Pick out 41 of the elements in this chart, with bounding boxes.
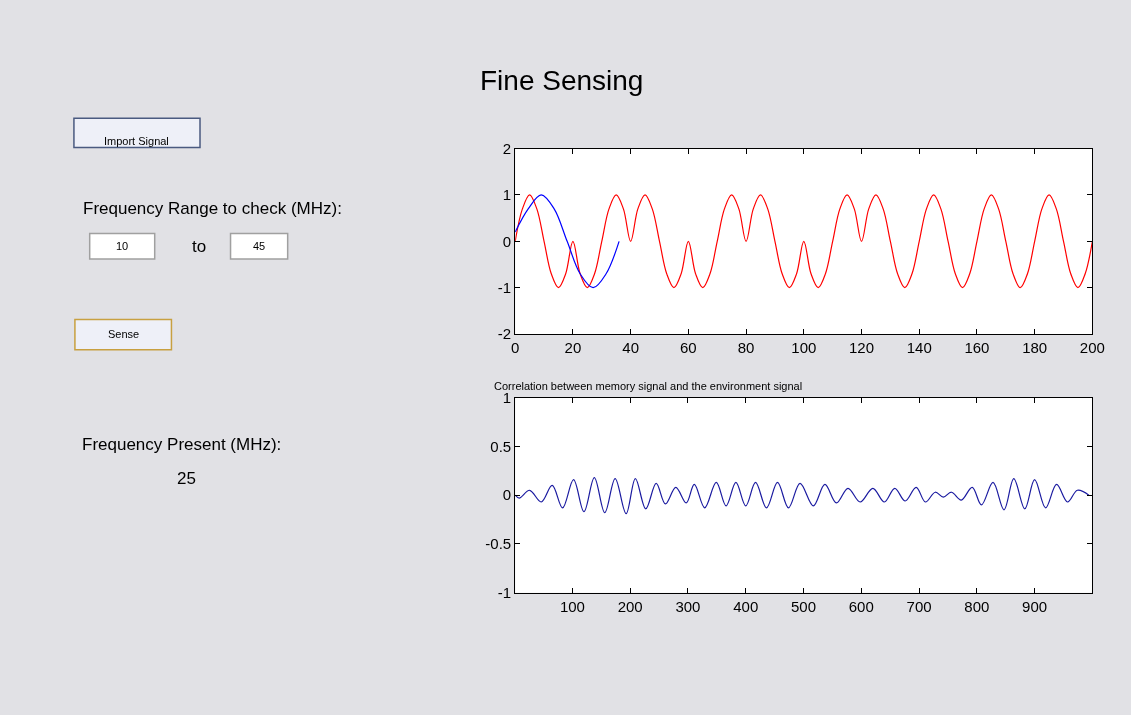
y-tick-label: 0.5 bbox=[490, 437, 512, 455]
text: 10 bbox=[116, 240, 129, 252]
x-tick-label: 60 bbox=[680, 339, 697, 357]
y-tick-label: 1 bbox=[502, 186, 512, 204]
x-tick-label: 140 bbox=[906, 339, 932, 357]
x-tick-label: 200 bbox=[1079, 339, 1105, 357]
x-tick-label: 400 bbox=[733, 597, 759, 615]
line-series bbox=[515, 476, 1090, 515]
text: 45 bbox=[253, 240, 266, 252]
x-tick-label: 20 bbox=[564, 339, 582, 357]
x-tick-label: 800 bbox=[964, 597, 990, 615]
y-tick-label: -2 bbox=[497, 325, 512, 343]
text: 25 bbox=[177, 469, 196, 488]
x-tick-label: 700 bbox=[906, 597, 932, 615]
x-tick-label: 180 bbox=[1022, 339, 1048, 357]
x-tick-label: 80 bbox=[737, 339, 755, 357]
x-tick-label: 200 bbox=[617, 597, 643, 615]
x-tick-label: 600 bbox=[848, 597, 874, 615]
text: Import Signal bbox=[104, 135, 169, 147]
x-tick-label: 300 bbox=[675, 597, 701, 615]
y-tick-label: 2 bbox=[502, 139, 512, 157]
chart-title: Correlation between memory signal and the environment signal bbox=[494, 380, 803, 392]
text: Frequency Present (MHz): bbox=[82, 435, 282, 454]
y-tick-label: -1 bbox=[497, 584, 512, 602]
text: Fine Sensing bbox=[480, 65, 644, 96]
x-tick-label: 100 bbox=[559, 597, 585, 615]
x-tick-label: 500 bbox=[790, 597, 817, 615]
x-tick-label: 900 bbox=[1022, 597, 1048, 615]
x-tick-label: 100 bbox=[791, 339, 817, 357]
line-series bbox=[515, 194, 1093, 289]
y-tick-label: 0 bbox=[502, 486, 512, 504]
y-tick-label: -0.5 bbox=[485, 535, 512, 553]
x-tick-label: 40 bbox=[622, 339, 639, 357]
text: Sense bbox=[108, 328, 140, 340]
y-tick-label: -1 bbox=[497, 278, 512, 296]
x-tick-label: 160 bbox=[964, 339, 990, 357]
text: to bbox=[192, 237, 207, 256]
line-series bbox=[515, 194, 620, 289]
text: Frequency Range to check (MHz): bbox=[83, 199, 342, 218]
x-tick-label: 120 bbox=[849, 339, 875, 357]
y-tick-label: 0 bbox=[502, 232, 512, 250]
